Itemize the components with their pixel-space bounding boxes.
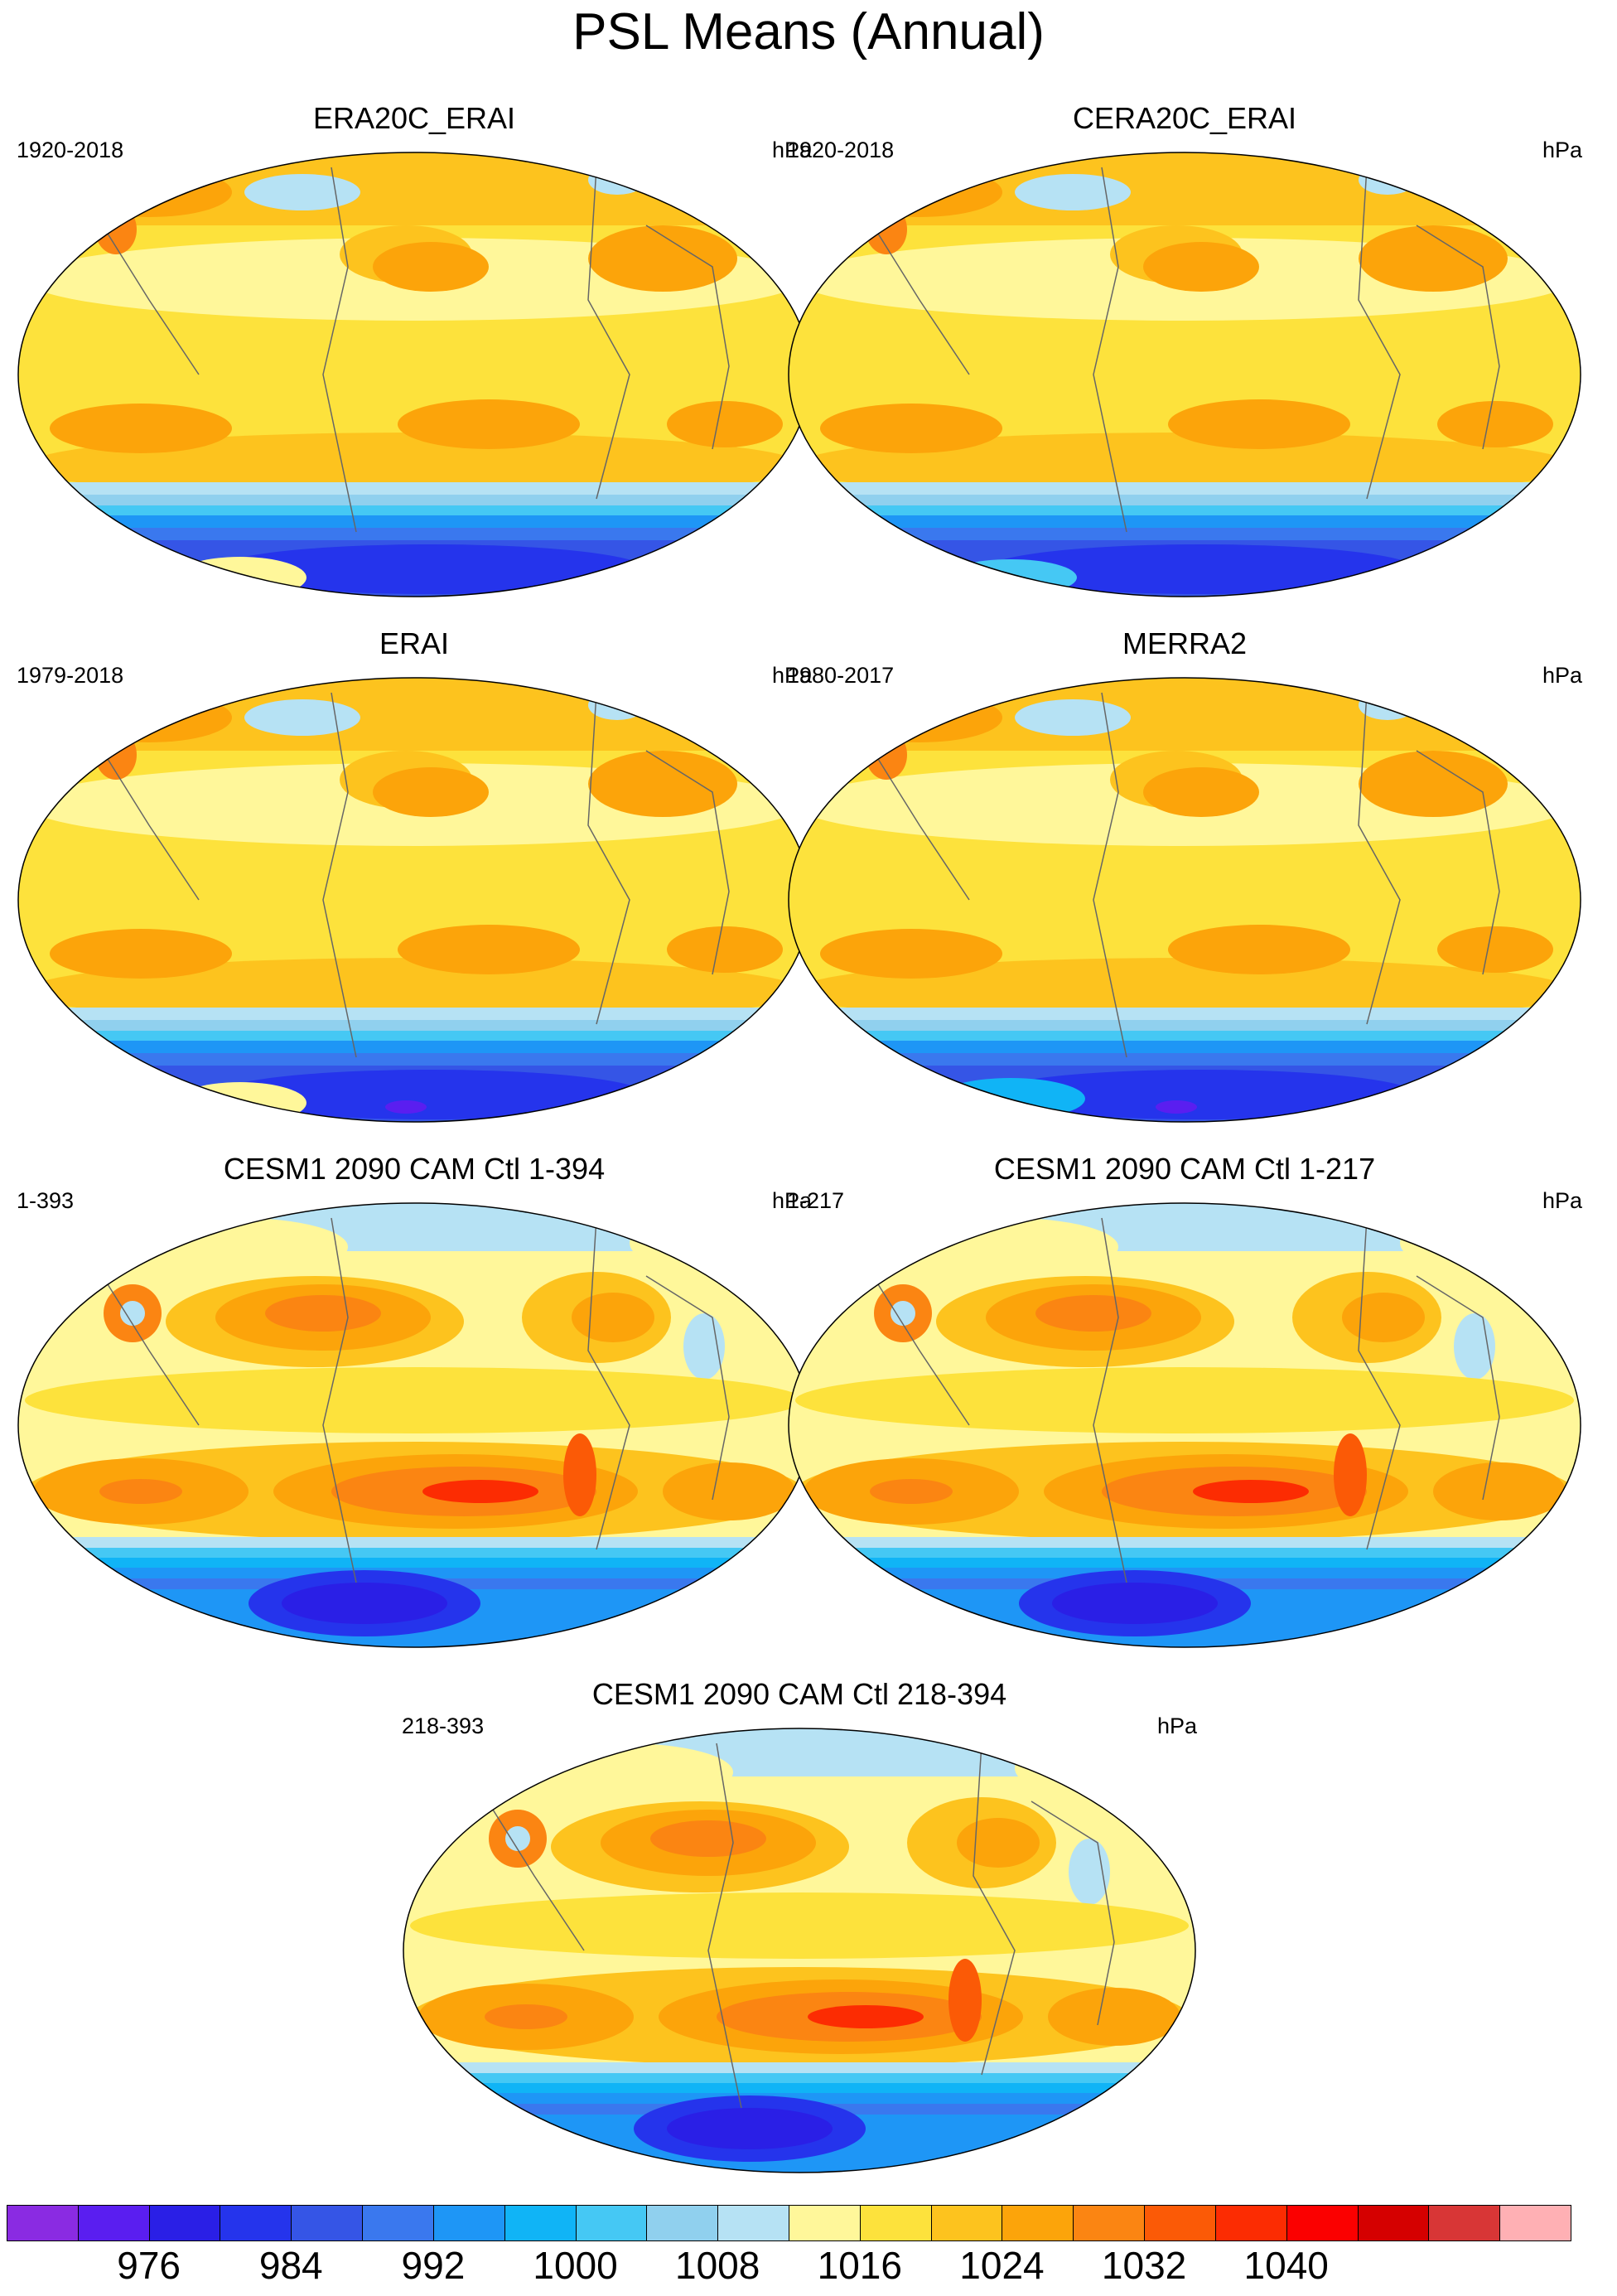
colorbar-tick-label: 976 xyxy=(117,2244,181,2287)
panel-period: 1920-2018 xyxy=(17,138,124,162)
colorbar-tick-label: 992 xyxy=(401,2244,466,2287)
map-panel: ERA20C_ERAI 1920-2018 hPa xyxy=(17,101,812,598)
panel-units: hPa xyxy=(771,138,812,162)
colorbar-tick-label: 1008 xyxy=(675,2244,760,2287)
colorbar-box xyxy=(1002,2205,1074,2241)
colorbar-box xyxy=(789,2205,861,2241)
colorbar-tick-label: 984 xyxy=(258,2244,323,2287)
world-map xyxy=(17,677,811,1123)
map-panel: CESM1 2090 CAM Ctl 218-394 218-393 hPa xyxy=(402,1677,1197,2174)
colorbar-box xyxy=(930,2205,1003,2241)
panel-period: 1980-2017 xyxy=(787,663,895,688)
panel-units: hPa xyxy=(1156,1714,1197,1738)
colorbar xyxy=(7,2205,1571,2241)
colorbar-box xyxy=(1357,2205,1430,2241)
page-title: PSL Means (Annual) xyxy=(572,3,1045,60)
colorbar-box xyxy=(362,2205,434,2241)
panel-units: hPa xyxy=(771,1188,812,1213)
colorbar-tick-label: 1040 xyxy=(1243,2244,1329,2287)
panel-title: CERA20C_ERAI xyxy=(1072,101,1297,135)
colorbar-box xyxy=(1073,2205,1146,2241)
panel-period: 1979-2018 xyxy=(17,663,124,688)
panel-units: hPa xyxy=(1542,663,1582,688)
map-panel: CERA20C_ERAI 1920-2018 hPa xyxy=(787,101,1582,598)
world-map xyxy=(788,677,1581,1123)
panel-title: MERRA2 xyxy=(1122,626,1248,660)
map-panel: MERRA2 1980-2017 hPa xyxy=(787,626,1582,1124)
world-map xyxy=(403,1728,1196,2173)
map-panel: CESM1 2090 CAM Ctl 1-394 1-393 hPa xyxy=(17,1152,812,1649)
world-map xyxy=(17,1202,811,1648)
panel-period: 1920-2018 xyxy=(787,138,895,162)
colorbar-tick-label: 1016 xyxy=(817,2244,902,2287)
panel-units: hPa xyxy=(1542,1188,1582,1213)
panel-units: hPa xyxy=(1542,138,1582,162)
panel-period: 1-217 xyxy=(787,1188,845,1213)
colorbar-box xyxy=(1428,2205,1501,2241)
colorbar-tick-label: 1032 xyxy=(1101,2244,1187,2287)
colorbar-box xyxy=(859,2205,932,2241)
panel-title: CESM1 2090 CAM Ctl 218-394 xyxy=(591,1677,1007,1711)
panel-title: CESM1 2090 CAM Ctl 1-394 xyxy=(223,1152,606,1186)
colorbar-box xyxy=(1286,2205,1359,2241)
colorbar-box xyxy=(646,2205,719,2241)
colorbar-box xyxy=(575,2205,648,2241)
colorbar-tick-label: 1024 xyxy=(959,2244,1045,2287)
colorbar-box xyxy=(1499,2205,1571,2241)
panel-title: CESM1 2090 CAM Ctl 1-217 xyxy=(993,1152,1376,1186)
panel-units: hPa xyxy=(771,663,812,688)
panel-title: ERA20C_ERAI xyxy=(312,101,516,135)
colorbar-box xyxy=(148,2205,221,2241)
colorbar-box xyxy=(7,2205,79,2241)
colorbar-box xyxy=(717,2205,789,2241)
colorbar-box xyxy=(432,2205,505,2241)
colorbar-box xyxy=(1144,2205,1216,2241)
colorbar-box xyxy=(291,2205,364,2241)
panel-period: 1-393 xyxy=(17,1188,75,1213)
colorbar-tick-label: 1000 xyxy=(533,2244,618,2287)
panel-title: ERAI xyxy=(379,626,450,660)
world-map xyxy=(17,152,811,597)
panel-period: 218-393 xyxy=(402,1714,485,1738)
map-panel: CESM1 2090 CAM Ctl 1-217 1-217 hPa xyxy=(787,1152,1582,1649)
map-panel: ERAI 1979-2018 hPa xyxy=(17,626,812,1124)
colorbar-box xyxy=(504,2205,577,2241)
colorbar-box xyxy=(220,2205,292,2241)
colorbar-box xyxy=(77,2205,150,2241)
world-map xyxy=(788,1202,1581,1648)
world-map xyxy=(788,152,1581,597)
colorbar-box xyxy=(1214,2205,1287,2241)
